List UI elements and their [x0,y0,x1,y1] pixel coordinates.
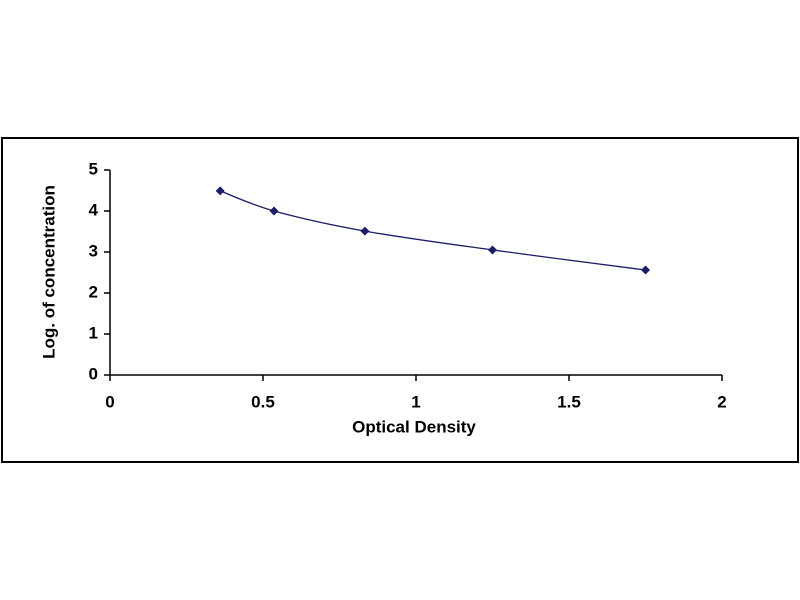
y-tick-label: 4 [89,200,99,219]
x-tick-label: 1 [411,392,420,411]
data-point [215,186,225,196]
x-axis-label: Optical Density [352,417,476,436]
y-tick-label: 1 [89,323,98,342]
x-tick-label: 0.5 [251,392,275,411]
curve [219,190,646,271]
x-tick-label: 0 [105,392,114,411]
data-point [269,206,279,216]
y-tick-label: 5 [89,159,98,178]
y-axis-label: Log. of concentration [39,185,58,359]
chart-frame [1,137,799,463]
y-tick-label: 2 [89,282,98,301]
x-tick-label: 2 [717,392,726,411]
x-tick-label: 1.5 [557,392,581,411]
y-tick-label: 0 [89,364,98,383]
y-tick-label: 3 [89,241,98,260]
data-point [488,245,497,255]
data-point [360,226,370,236]
data-point [641,265,650,275]
